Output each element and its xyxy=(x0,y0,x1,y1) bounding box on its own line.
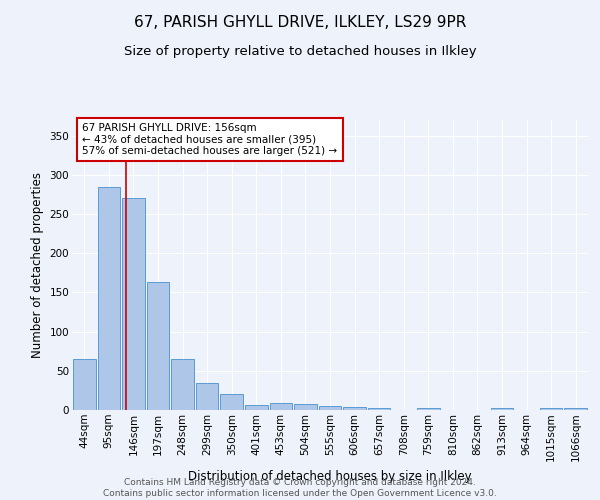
Bar xyxy=(171,359,194,410)
Bar xyxy=(491,408,514,410)
Bar xyxy=(343,407,366,410)
Bar xyxy=(245,404,268,410)
Bar xyxy=(146,282,169,410)
Text: Size of property relative to detached houses in Ilkley: Size of property relative to detached ho… xyxy=(124,45,476,58)
Bar xyxy=(269,403,292,410)
Bar xyxy=(417,408,440,410)
Bar xyxy=(122,198,145,410)
Bar xyxy=(196,382,218,410)
Bar xyxy=(319,406,341,410)
Bar xyxy=(220,394,243,410)
X-axis label: Distribution of detached houses by size in Ilkley: Distribution of detached houses by size … xyxy=(188,470,472,482)
Bar xyxy=(294,404,317,410)
Bar xyxy=(368,408,391,410)
Y-axis label: Number of detached properties: Number of detached properties xyxy=(31,172,44,358)
Bar xyxy=(565,408,587,410)
Bar xyxy=(98,186,120,410)
Text: 67, PARISH GHYLL DRIVE, ILKLEY, LS29 9PR: 67, PARISH GHYLL DRIVE, ILKLEY, LS29 9PR xyxy=(134,15,466,30)
Text: Contains HM Land Registry data © Crown copyright and database right 2024.
Contai: Contains HM Land Registry data © Crown c… xyxy=(103,478,497,498)
Text: 67 PARISH GHYLL DRIVE: 156sqm
← 43% of detached houses are smaller (395)
57% of : 67 PARISH GHYLL DRIVE: 156sqm ← 43% of d… xyxy=(82,123,337,156)
Bar xyxy=(73,359,95,410)
Bar xyxy=(540,408,562,410)
